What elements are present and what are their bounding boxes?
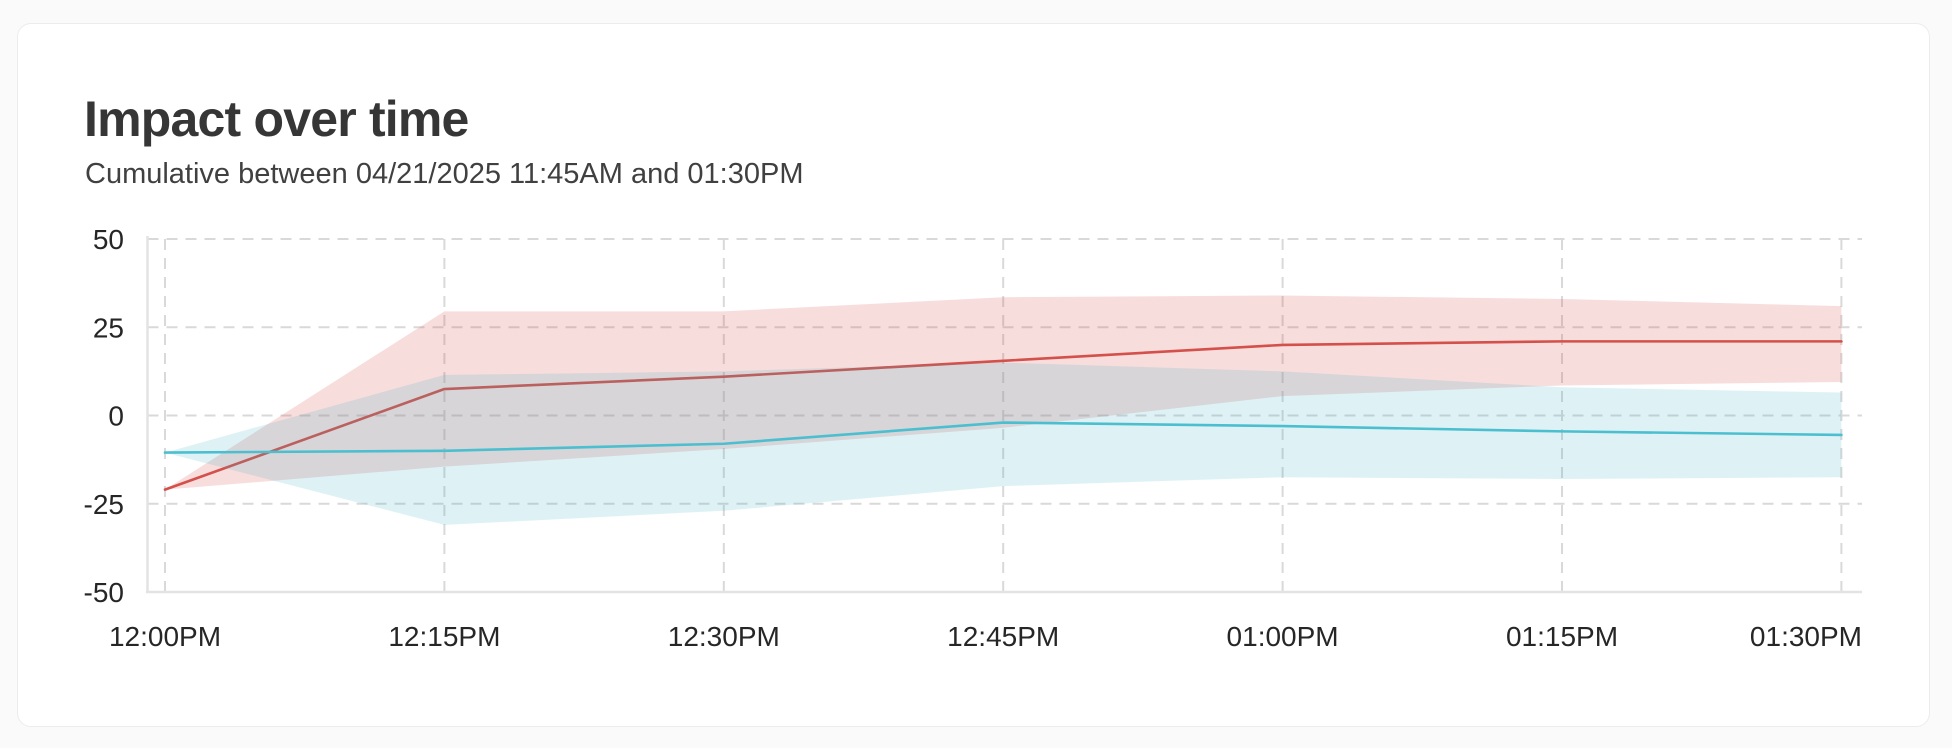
x-tick-label: 12:45PM <box>947 621 1059 652</box>
teal-series-line <box>163 421 1843 454</box>
x-tick-label: 01:00PM <box>1227 621 1339 652</box>
teal-confidence-band <box>165 362 1842 525</box>
y-tick-label: -50 <box>84 577 124 608</box>
x-tick-label: 12:30PM <box>668 621 780 652</box>
x-tick-label: 01:30PM <box>1750 621 1862 652</box>
impact-over-time-card: Impact over time Cumulative between 04/2… <box>17 23 1930 727</box>
red-series-line <box>163 340 1843 491</box>
chart-title: Impact over time <box>84 91 469 147</box>
chart-subtitle: Cumulative between 04/21/2025 11:45AM an… <box>85 158 804 190</box>
y-tick-label: -25 <box>84 489 124 520</box>
y-tick-label: 25 <box>93 312 124 343</box>
y-tick-label: 0 <box>108 401 124 432</box>
x-tick-label: 12:00PM <box>109 621 221 652</box>
x-tick-label: 12:15PM <box>388 621 500 652</box>
x-tick-label: 01:15PM <box>1506 621 1618 652</box>
y-tick-label: 50 <box>93 224 124 255</box>
